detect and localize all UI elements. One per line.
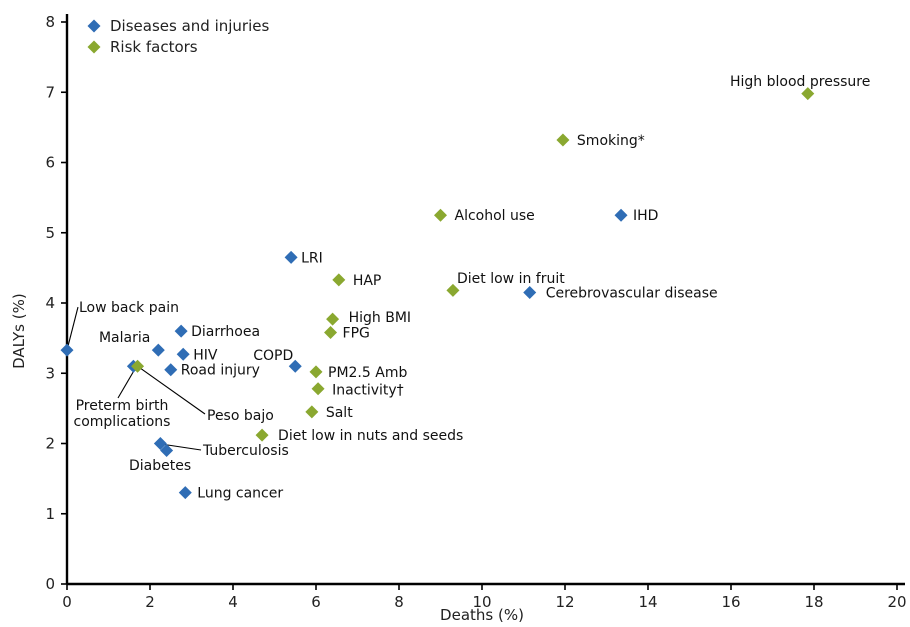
point-low-back-pain <box>60 343 74 357</box>
point-copd <box>288 359 302 373</box>
point-inactivity <box>311 382 325 396</box>
x-tick-label: 4 <box>228 593 238 611</box>
y-tick-label: 3 <box>45 364 55 382</box>
y-tick-label: 5 <box>45 224 55 242</box>
label-inactivity: Inactivity† <box>332 383 404 399</box>
label-preterm-birth-complications: Preterm birth complications <box>74 398 171 430</box>
y-tick-label: 7 <box>45 83 55 101</box>
label-high-bmi: High BMI <box>349 310 411 326</box>
point-lung-cancer <box>178 486 192 500</box>
label-ihd: IHD <box>633 208 658 224</box>
y-tick-label: 2 <box>45 435 55 453</box>
point-tuberculosis <box>153 437 167 450</box>
label-diabetes: Diabetes <box>129 458 191 474</box>
x-tick-label: 0 <box>62 593 72 611</box>
point-salt <box>305 405 319 419</box>
leader-lines <box>66 306 206 451</box>
label-hap: HAP <box>353 273 382 289</box>
legend-label-1: Risk factors <box>110 38 198 56</box>
point-diet-low-in-fruit <box>446 283 460 297</box>
point-lri <box>284 250 298 264</box>
label-cerebrovascular-disease: Cerebrovascular disease <box>546 285 718 301</box>
point-road-injury <box>164 363 178 377</box>
label-tuberculosis: Tuberculosis <box>202 443 289 459</box>
leader-tuberculosis <box>164 443 202 451</box>
y-axis-title: DALYs (%) <box>10 293 28 369</box>
label-peso-bajo: Peso bajo <box>207 408 274 424</box>
point-alcohol-use <box>434 208 447 222</box>
label-lri: LRI <box>301 250 323 266</box>
y-tick-label: 8 <box>45 13 55 31</box>
label-line: complications <box>74 414 171 430</box>
x-tick-label: 18 <box>804 593 823 611</box>
x-tick-label: 14 <box>638 593 657 611</box>
point-diarrhoea <box>174 324 188 338</box>
point-diabetes <box>160 444 174 458</box>
label-road-injury: Road injury <box>181 363 260 379</box>
y-tick-label: 1 <box>45 505 55 523</box>
label-copd: COPD <box>253 348 293 364</box>
label-smoking: Smoking* <box>577 133 645 149</box>
x-tick-label: 20 <box>887 593 906 611</box>
point-malaria <box>151 343 165 357</box>
point-high-blood-pressure <box>801 87 815 101</box>
label-diarrhoea: Diarrhoea <box>191 324 260 340</box>
point-pm2-5-amb <box>309 365 323 379</box>
leader-preterm-birth-complications <box>117 367 136 399</box>
y-tick-label: 6 <box>45 154 55 172</box>
x-tick-label: 12 <box>555 593 574 611</box>
label-malaria: Malaria <box>99 330 150 346</box>
label-diet-low-in-nuts-and-seeds: Diet low in nuts and seeds <box>278 428 463 444</box>
label-pm2-5-amb: PM2.5 Amb <box>328 365 407 381</box>
label-lung-cancer: Lung cancer <box>197 486 283 502</box>
legend-label-0: Diseases and injuries <box>110 17 269 35</box>
point-hiv <box>176 347 190 361</box>
label-high-blood-pressure: High blood pressure <box>730 74 870 90</box>
label-low-back-pain: Low back pain <box>79 300 179 316</box>
legend-marker-0 <box>87 19 101 33</box>
y-tick-label: 4 <box>45 294 55 312</box>
point-high-bmi <box>326 312 340 326</box>
x-tick-label: 8 <box>394 593 404 611</box>
x-tick-label: 16 <box>721 593 740 611</box>
point-smoking <box>556 133 570 147</box>
leader-peso-bajo <box>137 365 206 415</box>
x-tick-label: 10 <box>472 593 491 611</box>
point-peso-bajo <box>131 359 145 373</box>
legend-marker-1 <box>87 40 101 54</box>
leader-low-back-pain <box>66 306 79 351</box>
point-cerebrovascular-disease <box>523 285 537 299</box>
point-diet-low-in-nuts-and-seeds <box>255 428 269 442</box>
x-tick-label: 6 <box>311 593 321 611</box>
point-fpg <box>324 326 338 340</box>
legend: Diseases and injuries Risk factors <box>87 17 269 56</box>
y-tick-label: 0 <box>45 575 55 593</box>
label-diet-low-in-fruit: Diet low in fruit <box>457 271 565 287</box>
label-salt: Salt <box>326 405 353 421</box>
point-ihd <box>614 208 628 222</box>
label-alcohol-use: Alcohol use <box>455 208 535 224</box>
x-axis-title: Deaths (%) <box>440 606 524 624</box>
label-line: Preterm birth <box>76 398 169 414</box>
label-hiv: HIV <box>193 347 218 363</box>
point-hap <box>332 273 346 287</box>
x-tick-label: 2 <box>145 593 155 611</box>
data-points <box>60 87 815 500</box>
label-fpg: FPG <box>343 326 370 342</box>
